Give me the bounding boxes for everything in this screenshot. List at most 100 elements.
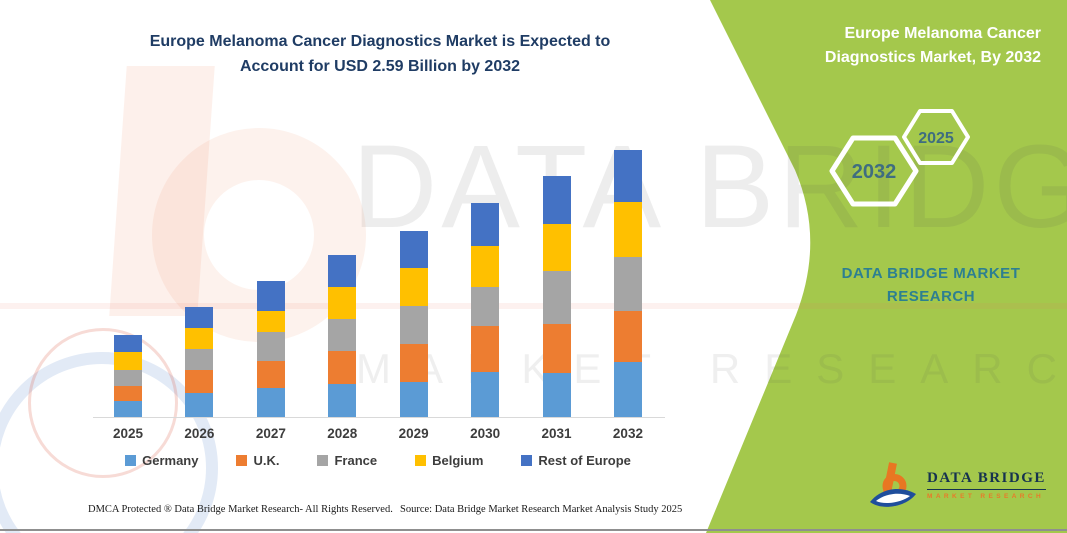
bar-stack-2026 — [185, 150, 214, 417]
bar-segment-belgium-2030 — [471, 245, 500, 288]
bar-stack-2031 — [542, 150, 571, 417]
legend-item-u-k-: U.K. — [236, 453, 279, 468]
company-logo: DATA BRIDGE MARKET RESEARCH — [868, 460, 1046, 510]
bar-segment-belgium-2026 — [185, 328, 214, 350]
legend-swatch-icon — [521, 455, 533, 466]
bar-column-2028: 2028 — [320, 150, 364, 441]
bar-stack-2029 — [399, 150, 428, 417]
bar-stack-2025 — [114, 150, 142, 417]
hexagon-2025-label: 2025 — [918, 130, 954, 147]
forecast-hexagons: 2032 2025 — [829, 109, 970, 207]
x-axis-label-2027: 2027 — [255, 426, 286, 441]
bar-segment-rest-of-europe-2025 — [114, 334, 142, 353]
hexagon-2032-label: 2032 — [852, 161, 897, 183]
bar-segment-france-2026 — [185, 349, 214, 370]
bar-segment-rest-of-europe-2026 — [185, 306, 214, 329]
x-axis-line — [93, 417, 665, 418]
bar-segment-u-k--2029 — [399, 343, 428, 382]
bar-segment-germany-2030 — [471, 371, 500, 417]
side-panel-title-line1: Europe Melanoma Cancer — [844, 25, 1042, 42]
bar-segment-france-2028 — [328, 319, 357, 351]
hexagon-2032-outline — [829, 135, 919, 207]
bar-segment-france-2027 — [256, 332, 285, 362]
legend-label: Belgium — [432, 453, 484, 468]
bar-segment-rest-of-europe-2032 — [613, 150, 642, 202]
legend-item-germany: Germany — [125, 453, 198, 468]
stacked-bar-chart: 2025 2026 2027 2028 2029 2030 2031 2032 — [93, 150, 663, 441]
legend-label: U.K. — [253, 453, 280, 468]
bar-stack-2028 — [328, 150, 357, 417]
logo-name: DATA BRIDGE — [927, 470, 1046, 490]
legend-item-france: France — [317, 453, 377, 468]
bar-column-2032: 2032 — [606, 150, 650, 441]
x-axis-label-2026: 2026 — [184, 426, 215, 441]
bar-segment-france-2025 — [114, 369, 142, 387]
logo-b-icon — [870, 462, 916, 507]
legend-label: Germany — [142, 453, 199, 468]
x-axis-label-2025: 2025 — [112, 426, 144, 441]
legend-swatch-icon — [317, 455, 329, 466]
logo-d-swoosh-cut — [876, 493, 910, 504]
bar-segment-france-2030 — [471, 287, 500, 327]
x-axis-label-2031: 2031 — [541, 426, 572, 441]
bar-segment-belgium-2032 — [613, 201, 642, 258]
hexagon-2025-outline — [902, 109, 970, 165]
legend-label: France — [334, 453, 378, 468]
bar-segment-u-k--2027 — [256, 361, 285, 389]
bar-segment-rest-of-europe-2027 — [256, 280, 285, 311]
bar-segment-u-k--2031 — [542, 324, 571, 373]
bar-segment-germany-2027 — [256, 388, 285, 417]
bar-column-2026: 2026 — [177, 150, 221, 441]
bar-column-2029: 2029 — [392, 150, 436, 441]
bar-segment-france-2029 — [399, 305, 428, 344]
bar-stack-2032 — [613, 150, 642, 417]
bar-segment-u-k--2028 — [328, 351, 357, 384]
bar-segment-germany-2025 — [114, 400, 142, 417]
bar-segment-france-2031 — [542, 270, 571, 325]
legend-item-rest-of-europe: Rest of Europe — [521, 453, 631, 468]
legend-swatch-icon — [125, 455, 137, 466]
bar-segment-belgium-2029 — [399, 267, 428, 306]
x-axis-label-2032: 2032 — [612, 426, 643, 441]
x-axis-label-2029: 2029 — [398, 426, 429, 441]
bar-segment-rest-of-europe-2031 — [542, 175, 571, 225]
bar-stack-2027 — [256, 150, 285, 417]
x-axis-label-2030: 2030 — [470, 426, 501, 441]
bar-column-2030: 2030 — [463, 150, 507, 441]
bar-segment-u-k--2032 — [613, 310, 642, 363]
green-chevron-shape — [706, 0, 1067, 533]
bar-stack-2030 — [471, 150, 500, 417]
bar-segment-belgium-2031 — [542, 224, 571, 271]
legend-item-belgium: Belgium — [415, 453, 483, 468]
logo-tagline: MARKET RESEARCH — [927, 493, 1045, 500]
legend-swatch-icon — [415, 455, 427, 466]
bar-segment-u-k--2025 — [114, 386, 142, 401]
bar-segment-germany-2026 — [185, 393, 214, 417]
bar-segment-rest-of-europe-2029 — [399, 230, 428, 268]
bar-column-2027: 2027 — [249, 150, 293, 441]
bottom-divider-line — [0, 529, 1067, 531]
bar-segment-u-k--2030 — [471, 326, 500, 372]
x-axis-label-2028: 2028 — [327, 426, 358, 441]
bar-segment-rest-of-europe-2028 — [328, 255, 357, 287]
brand-wordmark-line1: DATA BRIDGE MARKET — [841, 265, 1021, 282]
bar-column-2031: 2031 — [535, 150, 579, 441]
side-panel-title: Europe Melanoma Cancer Diagnostics Marke… — [779, 22, 1041, 70]
brand-wordmark-line2: RESEARCH — [886, 288, 976, 306]
bar-segment-u-k--2026 — [185, 369, 214, 394]
bar-segment-germany-2032 — [613, 362, 642, 417]
bar-segment-belgium-2027 — [256, 310, 285, 333]
logo-text: DATA BRIDGE MARKET RESEARCH — [927, 470, 1046, 500]
brand-wordmark: DATA BRIDGE MARKET RESEARCH — [810, 262, 1052, 309]
bar-segment-germany-2031 — [542, 372, 571, 417]
legend-label: Rest of Europe — [538, 453, 631, 468]
bar-column-2025: 2025 — [106, 150, 150, 441]
chart-legend: Germany U.K. France Belgium Rest of Europe — [93, 453, 663, 468]
chart-title: Europe Melanoma Cancer Diagnostics Marke… — [90, 30, 670, 80]
bar-segment-germany-2029 — [399, 381, 428, 417]
bar-segment-germany-2028 — [328, 384, 357, 417]
bar-segment-rest-of-europe-2030 — [471, 202, 500, 246]
legend-swatch-icon — [236, 455, 248, 466]
